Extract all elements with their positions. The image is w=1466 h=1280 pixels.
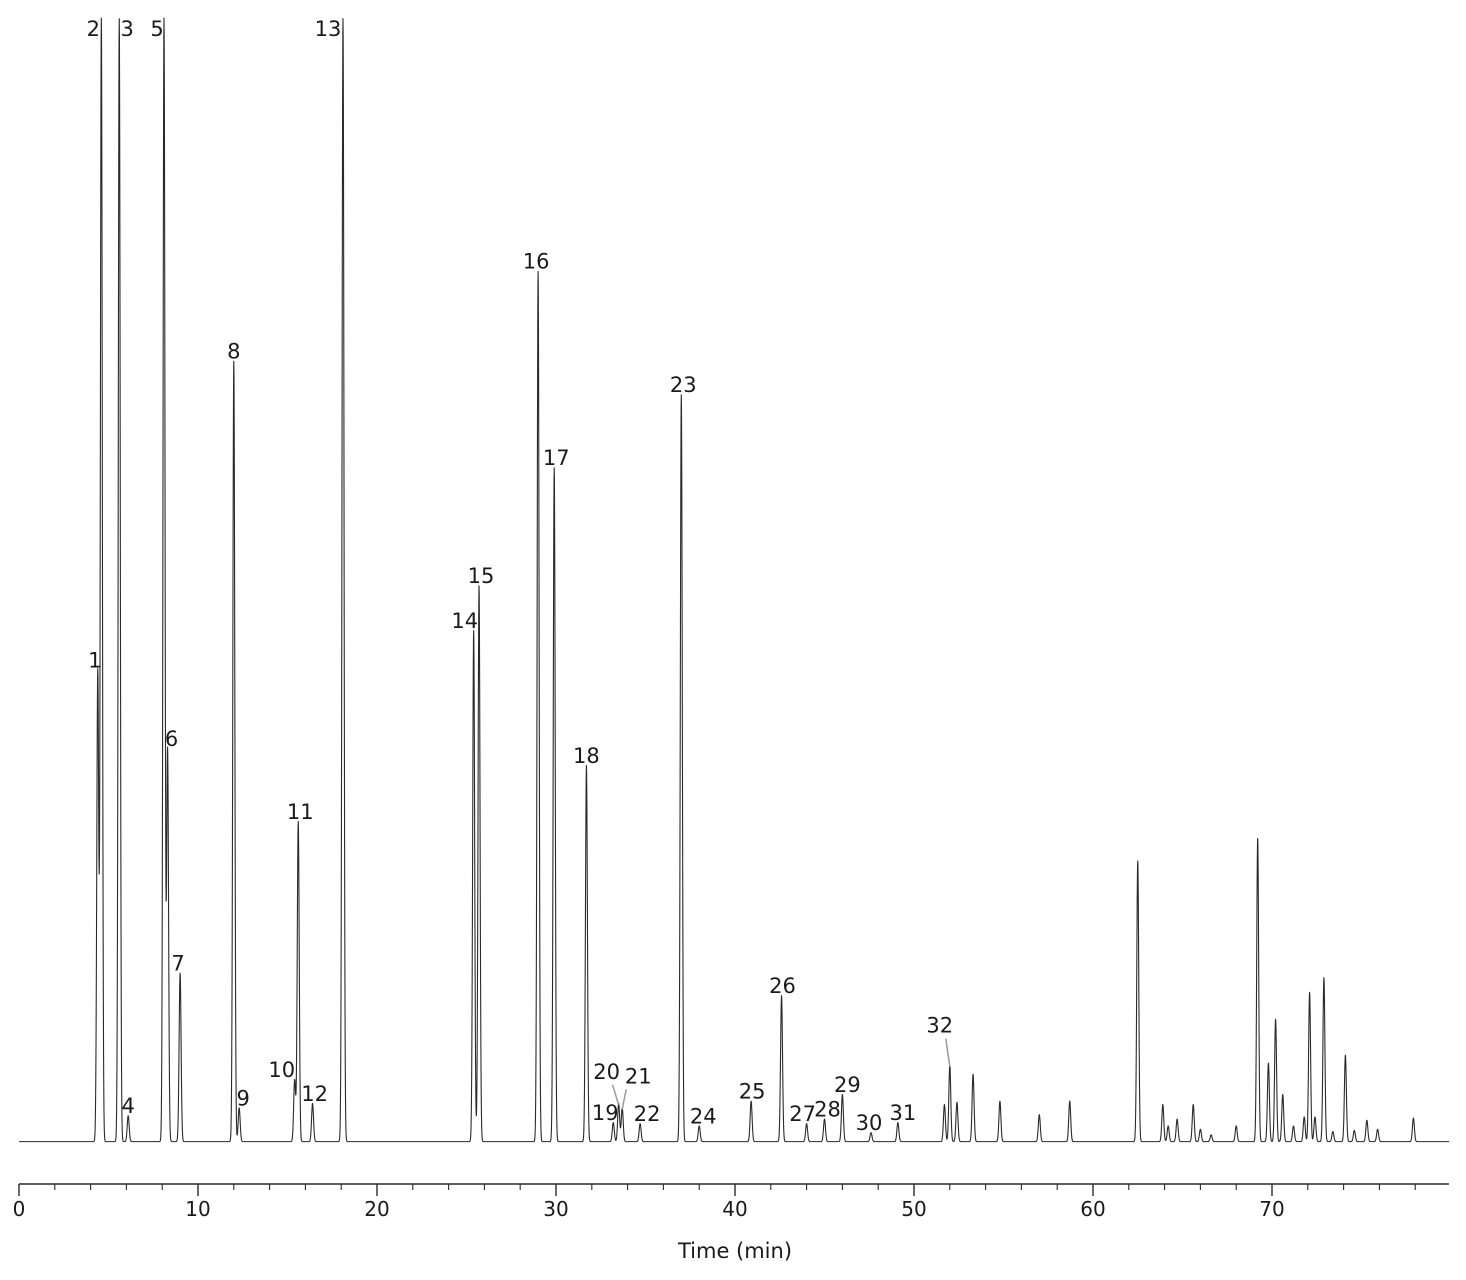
peak-label: 3 <box>121 17 134 41</box>
peak-label: 4 <box>122 1094 135 1118</box>
x-tick-label: 40 <box>722 1197 747 1221</box>
peak-label: 19 <box>592 1101 619 1125</box>
peak-label: 5 <box>150 17 163 41</box>
peak-label: 24 <box>690 1104 717 1128</box>
x-tick-label: 60 <box>1080 1197 1105 1221</box>
peak-label: 12 <box>301 1082 328 1106</box>
peak-label: 28 <box>814 1098 841 1122</box>
x-axis: 0 10 20 30 40 50 60 70 <box>13 1183 1449 1221</box>
leader-line <box>621 1089 627 1110</box>
peak-label: 1 <box>88 648 101 672</box>
peak-label: 20 <box>593 1060 620 1084</box>
peak-label: 6 <box>165 727 178 751</box>
peak-label: 21 <box>625 1064 652 1088</box>
peak-label: 10 <box>268 1058 295 1082</box>
peak-label: 16 <box>523 250 550 274</box>
x-tick-label: 50 <box>901 1197 926 1221</box>
peak-label: 7 <box>171 952 184 976</box>
chromatogram-trace <box>18 17 1450 1143</box>
peak-label: 23 <box>670 373 697 397</box>
peak-label: 2 <box>87 17 100 41</box>
peak-label: 17 <box>543 446 570 470</box>
x-tick-label: 70 <box>1259 1197 1284 1221</box>
peak-label: 29 <box>834 1073 861 1097</box>
leader-line <box>611 1084 620 1106</box>
peak-label: 9 <box>237 1086 250 1110</box>
peak-label: 25 <box>739 1080 766 1104</box>
peak-label: 27 <box>789 1102 816 1126</box>
peak-label: 13 <box>315 17 342 41</box>
peak-label: 14 <box>451 609 478 633</box>
trace-group <box>18 17 1450 1143</box>
peak-label: 22 <box>634 1102 661 1126</box>
x-tick-label: 10 <box>185 1197 210 1221</box>
x-tick-label: 20 <box>364 1197 389 1221</box>
peak-label: 11 <box>287 800 314 824</box>
peak-label: 26 <box>769 974 796 998</box>
x-tick-label: 30 <box>543 1197 568 1221</box>
leader-line <box>945 1038 951 1067</box>
peak-label: 8 <box>227 340 240 364</box>
x-tick-label: 0 <box>13 1197 26 1221</box>
peak-label: 32 <box>926 1014 953 1038</box>
peak-label: 18 <box>573 744 600 768</box>
leader-lines <box>611 1038 951 1110</box>
peak-label: 31 <box>890 1101 917 1125</box>
peak-label: 30 <box>856 1111 883 1135</box>
peak-label: 15 <box>468 564 495 588</box>
x-axis-title: Time (min) <box>677 1239 792 1263</box>
